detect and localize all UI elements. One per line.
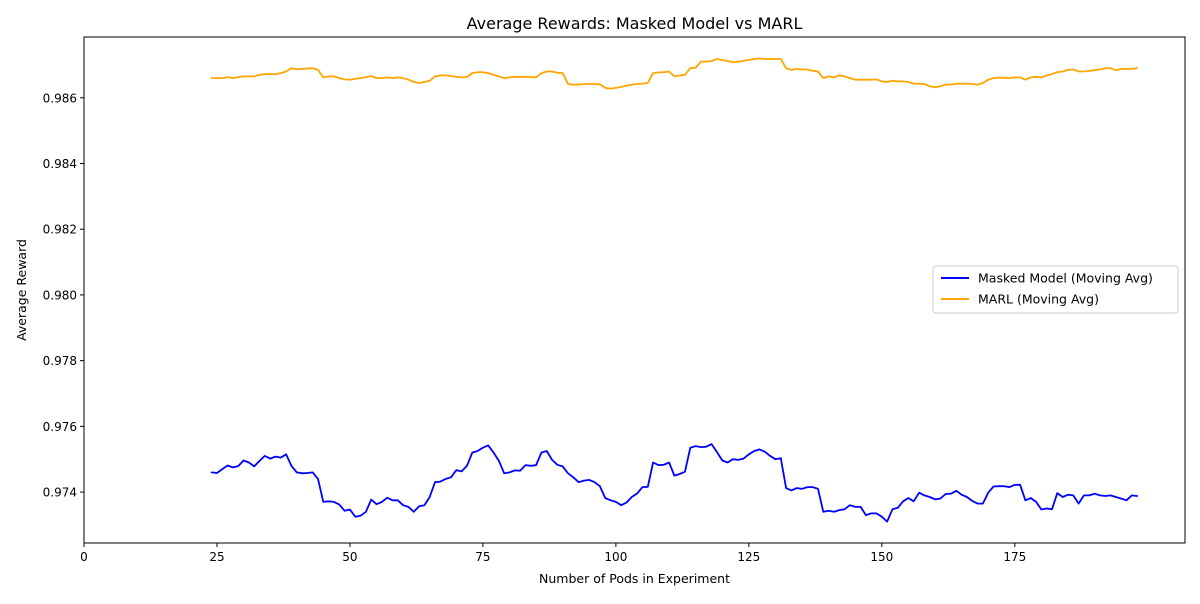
y-tick-label: 0.978 — [43, 354, 77, 368]
y-tick-label: 0.980 — [43, 288, 77, 302]
y-axis-label: Average Reward — [14, 239, 29, 341]
y-tick-label: 0.984 — [43, 157, 77, 171]
x-tick-label: 0 — [80, 550, 88, 564]
series-line-masked-model — [210, 443, 1138, 523]
y-tick-label: 0.982 — [43, 223, 77, 237]
x-tick-label: 75 — [475, 550, 490, 564]
x-axis-label: Number of Pods in Experiment — [539, 571, 730, 586]
plot-area-frame — [83, 36, 1186, 544]
legend: Masked Model (Moving Avg) MARL (Moving A… — [932, 265, 1179, 314]
x-tick-label: 50 — [342, 550, 357, 564]
y-tick-label: 0.986 — [43, 91, 77, 105]
y-tick-label: 0.976 — [43, 420, 77, 434]
x-tick-label: 100 — [604, 550, 627, 564]
legend-box — [932, 265, 1179, 314]
y-axis-ticks: 0.974 0.976 0.978 0.980 0.982 0.984 0.986 — [43, 91, 84, 500]
x-tick-label: 25 — [209, 550, 224, 564]
chart-title: Average Rewards: Masked Model vs MARL — [467, 14, 803, 33]
x-tick-label: 175 — [1003, 550, 1026, 564]
x-tick-label: 125 — [737, 550, 760, 564]
x-axis-ticks: 0 25 50 75 100 125 150 175 — [80, 543, 1026, 564]
legend-label-marl: MARL (Moving Avg) — [978, 292, 1099, 307]
series-line-marl — [210, 57, 1138, 90]
series-layer — [210, 57, 1138, 523]
x-tick-label: 150 — [870, 550, 893, 564]
y-tick-label: 0.974 — [43, 486, 77, 500]
legend-label-masked-model: Masked Model (Moving Avg) — [978, 271, 1153, 286]
